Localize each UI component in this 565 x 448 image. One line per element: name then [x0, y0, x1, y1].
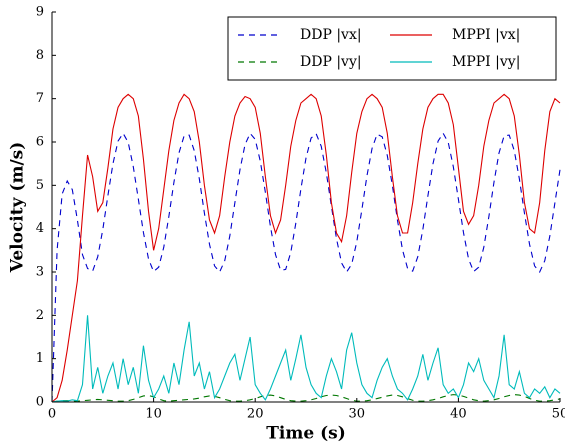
x-tick-label: 0 [48, 407, 56, 422]
x-tick-label: 30 [349, 407, 366, 422]
series-line [51, 394, 561, 403]
y-tick-label: 0 [36, 395, 44, 410]
y-tick-label: 2 [36, 308, 44, 323]
legend-label: MPPI |vx| [452, 27, 520, 43]
y-axis-label: Velocity (m/s) [8, 142, 28, 274]
legend-box [227, 16, 557, 81]
y-tick-label: 1 [36, 351, 44, 366]
x-axis-label: Time (s) [266, 424, 346, 444]
y-tick-label: 8 [36, 48, 44, 63]
y-tick-label: 4 [36, 221, 44, 236]
y-tick-label: 9 [36, 5, 44, 20]
series-line [51, 93, 561, 403]
x-tick-label: 10 [145, 407, 162, 422]
x-tick-label: 40 [450, 407, 467, 422]
y-tick-label: 6 [36, 135, 44, 150]
y-tick-label: 7 [36, 91, 44, 106]
y-tick-label: 3 [36, 265, 44, 280]
x-tick-label: 50 [552, 407, 565, 422]
legend-label: DDP |vy| [300, 54, 362, 70]
x-tick-label: 20 [247, 407, 264, 422]
series-line [51, 315, 561, 403]
y-tick-label: 5 [36, 178, 44, 193]
series-line [51, 132, 561, 403]
legend-label: DDP |vx| [300, 27, 362, 43]
legend-label: MPPI |vy| [452, 54, 520, 70]
